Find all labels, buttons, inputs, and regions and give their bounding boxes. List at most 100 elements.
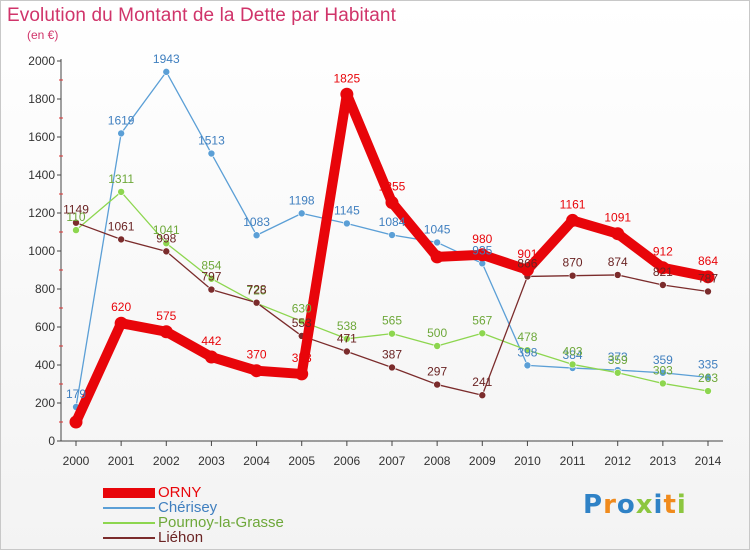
data-label-ch-risey: 1045 bbox=[424, 222, 451, 236]
x-tick-label: 2013 bbox=[650, 454, 677, 468]
data-label-pournoy-la-grasse: 1041 bbox=[153, 223, 180, 237]
data-point-pournoy-la-grasse bbox=[568, 360, 577, 369]
data-point-orny bbox=[295, 367, 309, 381]
data-label-li-hon: 1061 bbox=[108, 219, 135, 233]
data-label-orny: 620 bbox=[111, 300, 131, 314]
legend-swatch bbox=[103, 536, 155, 539]
data-point-li-hon bbox=[433, 380, 441, 389]
data-point-pournoy-la-grasse bbox=[704, 387, 712, 395]
data-label-ch-risey: 179 bbox=[66, 387, 86, 401]
data-label-ch-risey: 359 bbox=[653, 353, 673, 367]
data-label-pournoy-la-grasse: 263 bbox=[698, 371, 718, 385]
data-label-li-hon: 553 bbox=[292, 316, 312, 330]
data-point-orny bbox=[340, 87, 354, 101]
data-label-pournoy-la-grasse: 565 bbox=[382, 314, 402, 328]
x-tick-label: 2014 bbox=[695, 454, 722, 468]
data-label-orny: 1255 bbox=[379, 180, 406, 194]
y-tick-label: 600 bbox=[35, 320, 55, 334]
data-label-orny: 442 bbox=[201, 334, 221, 348]
x-tick-label: 2012 bbox=[604, 454, 631, 468]
data-point-ch-risey bbox=[704, 373, 712, 382]
x-tick-label: 2002 bbox=[153, 454, 180, 468]
data-label-ch-risey: 1513 bbox=[198, 134, 225, 148]
data-label-li-hon: 387 bbox=[382, 347, 402, 361]
x-tick-label: 2008 bbox=[424, 454, 451, 468]
legend-swatch bbox=[103, 506, 155, 509]
y-tick-label: 2000 bbox=[28, 54, 55, 68]
data-point-li-hon bbox=[704, 287, 712, 296]
x-tick-label: 2009 bbox=[469, 454, 496, 468]
data-label-orny: 370 bbox=[247, 348, 267, 362]
data-point-ch-risey bbox=[207, 149, 216, 158]
data-label-orny: 901 bbox=[517, 247, 537, 261]
legend-label: ORNY bbox=[158, 484, 202, 501]
data-point-ch-risey bbox=[659, 368, 667, 377]
data-label-ch-risey: 1145 bbox=[334, 203, 360, 217]
data-point-li-hon bbox=[613, 271, 622, 279]
data-point-orny bbox=[385, 196, 399, 210]
x-tick-label: 2000 bbox=[63, 454, 90, 468]
data-point-pournoy-la-grasse bbox=[478, 329, 487, 338]
y-tick-label: 800 bbox=[35, 282, 55, 296]
logo-letter: P bbox=[583, 490, 604, 520]
y-tick-label: 1000 bbox=[28, 244, 55, 258]
data-label-pournoy-la-grasse: 110 bbox=[66, 210, 85, 224]
data-label-orny: 1161 bbox=[560, 197, 586, 211]
proxiti-logo: Proxiti bbox=[583, 490, 687, 520]
data-label-ch-risey: 384 bbox=[563, 348, 583, 362]
y-tick-label: 0 bbox=[48, 434, 55, 448]
legend-label: Pournoy-la-Grasse bbox=[158, 514, 284, 531]
legend-item: Liéhon bbox=[103, 530, 284, 545]
data-point-li-hon bbox=[388, 363, 396, 372]
chart-subtitle: (en €) bbox=[27, 28, 59, 42]
x-tick-label: 2011 bbox=[560, 454, 586, 468]
data-label-li-hon: 241 bbox=[472, 375, 492, 389]
data-label-li-hon: 471 bbox=[337, 332, 357, 346]
logo-letter: r bbox=[603, 490, 617, 520]
x-axis: 2000 2001 2002 2003 2004 2005 2006 2007 2008 2009… bbox=[61, 440, 723, 468]
data-point-pournoy-la-grasse bbox=[613, 368, 622, 377]
data-point-orny bbox=[430, 250, 444, 264]
data-point-orny bbox=[204, 350, 218, 364]
data-labels: 620 575 442 370 353 1825 1255 980 901 1161 1091 912… bbox=[63, 52, 718, 401]
data-point-ch-risey bbox=[117, 129, 125, 138]
legend-label: Liéhon bbox=[158, 529, 204, 546]
data-point-li-hon bbox=[659, 281, 667, 289]
data-point-ch-risey bbox=[252, 231, 261, 240]
data-point-orny bbox=[566, 213, 580, 227]
x-tick-label: 2004 bbox=[243, 454, 270, 468]
data-label-ch-risey: 935 bbox=[472, 243, 492, 257]
data-label-li-hon: 874 bbox=[608, 255, 628, 269]
data-label-ch-risey: 1198 bbox=[289, 193, 315, 207]
data-point-li-hon bbox=[478, 391, 487, 400]
data-label-li-hon: 998 bbox=[156, 231, 176, 245]
data-label-pournoy-la-grasse: 359 bbox=[608, 353, 628, 367]
x-tick-label: 2001 bbox=[108, 454, 135, 468]
data-label-ch-risey: 1084 bbox=[379, 215, 406, 229]
logo-letter: o bbox=[616, 490, 636, 520]
data-point-orny bbox=[475, 248, 489, 262]
data-label-orny: 1825 bbox=[334, 71, 361, 85]
data-label-pournoy-la-grasse: 630 bbox=[292, 301, 312, 315]
legend-swatch bbox=[103, 521, 155, 524]
data-label-li-hon: 297 bbox=[427, 365, 447, 379]
data-label-ch-risey: 1943 bbox=[153, 52, 180, 66]
data-label-pournoy-la-grasse: 725 bbox=[247, 283, 267, 297]
data-point-li-hon bbox=[343, 347, 351, 356]
logo-letter: i bbox=[653, 490, 664, 520]
data-label-li-hon: 866 bbox=[517, 256, 537, 270]
data-point-pournoy-la-grasse bbox=[162, 239, 171, 248]
data-point-li-hon bbox=[252, 298, 261, 307]
data-label-orny: 912 bbox=[653, 245, 673, 259]
data-label-pournoy-la-grasse: 478 bbox=[517, 330, 537, 344]
data-label-ch-risey: 1083 bbox=[243, 215, 270, 229]
data-label-pournoy-la-grasse: 538 bbox=[337, 319, 357, 333]
legend-item: ORNY bbox=[103, 485, 284, 500]
data-label-ch-risey: 398 bbox=[517, 345, 537, 359]
data-point-pournoy-la-grasse bbox=[117, 188, 125, 196]
data-point-orny bbox=[250, 364, 264, 378]
data-label-ch-risey: 1619 bbox=[108, 113, 135, 127]
x-tick-label: 2007 bbox=[379, 454, 406, 468]
data-point-ch-risey bbox=[162, 68, 171, 76]
